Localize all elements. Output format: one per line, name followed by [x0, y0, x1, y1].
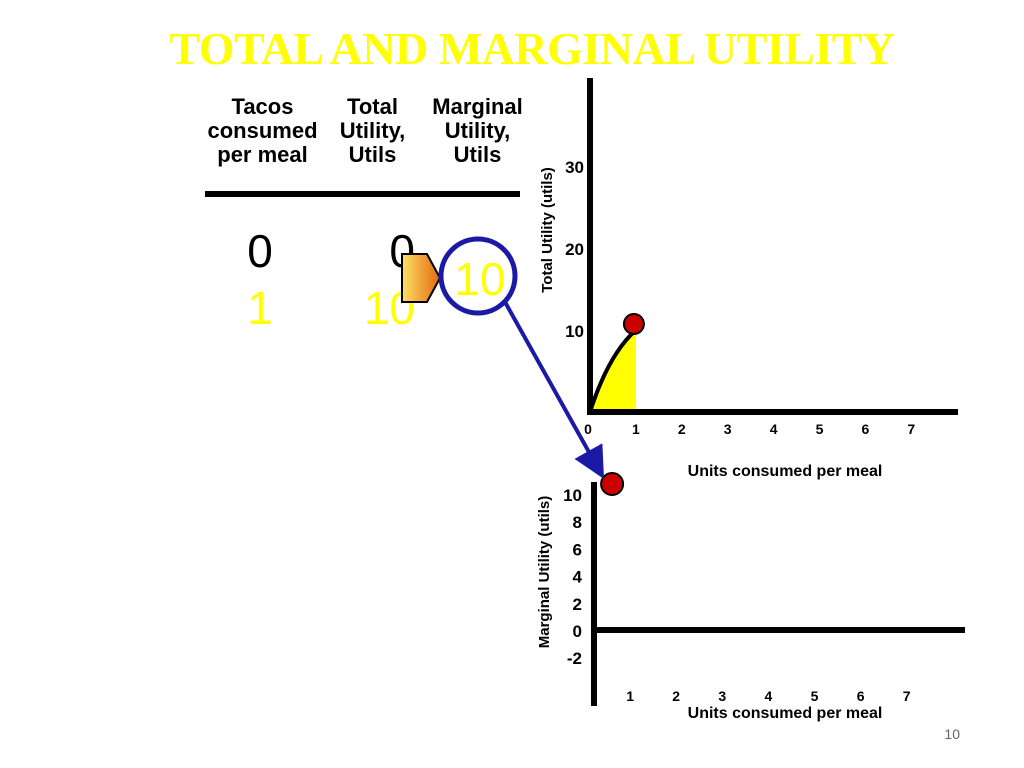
total-utility-area [590, 330, 636, 412]
tu-x-tick-label: 7 [907, 421, 915, 437]
mu-y-tick-label: 8 [573, 513, 582, 532]
mu-x-tick-label: 7 [903, 688, 911, 704]
mu-x-tick-label: 2 [672, 688, 680, 704]
connector-arrow [503, 301, 605, 479]
tu-x-tick-label: 4 [770, 421, 778, 437]
mu-x-tick-label: 3 [718, 688, 726, 704]
tu-x-tick-label: 0 [584, 421, 592, 437]
cell-marginal-row1: 10 [454, 253, 506, 305]
mu-x-tick-label: 1 [626, 688, 634, 704]
mu-y-tick-label: -2 [567, 649, 582, 668]
mu-y-tick-label: 6 [573, 540, 582, 559]
mu-x-tick-label: 6 [857, 688, 865, 704]
tu-y-tick-label: 30 [565, 158, 584, 177]
tu-x-tick-label: 2 [678, 421, 686, 437]
header-tacos: Tacos consumed per meal [207, 94, 318, 167]
mu-x-tick-label: 4 [765, 688, 773, 704]
cell-tacos-row1: 1 [247, 282, 273, 334]
header-total-utility: Total Utility, Utils [339, 94, 406, 167]
mu-y-axis-label: Marginal Utility (utils) [536, 496, 553, 649]
total-utility-curve [588, 328, 638, 413]
header-rule [205, 191, 520, 197]
page-number: 10 [944, 726, 960, 742]
mu-y-tick-label: 2 [573, 595, 582, 614]
mu-y-tick-label: 10 [563, 486, 582, 505]
tu-y-tick-label: 10 [565, 322, 584, 341]
mu-y-tick-label: 4 [573, 568, 583, 587]
tu-x-tick-label: 6 [862, 421, 870, 437]
mu-y-tick-label: 0 [573, 622, 582, 641]
pentagon-arrow-icon [401, 253, 442, 303]
tu-x-tick-label: 5 [816, 421, 824, 437]
cell-tacos-row0: 0 [247, 225, 273, 277]
mu-x-tick-label: 5 [811, 688, 819, 704]
mu-x-axis-label: Units consumed per meal [688, 705, 883, 722]
tu-y-axis-label: Total Utility (utils) [539, 167, 556, 293]
tu-x-tick-label: 1 [632, 421, 640, 437]
slide-title: TOTAL AND MARGINAL UTILITY [169, 23, 895, 74]
tu-y-tick-label: 20 [565, 240, 584, 259]
tu-x-axis-label: Units consumed per meal [688, 463, 883, 480]
tu-x-tick-label: 3 [724, 421, 732, 437]
marginal-utility-point [600, 472, 625, 496]
highlight-circle [438, 236, 518, 316]
header-marginal-utility: Marginal Utility, Utils [432, 94, 523, 167]
total-utility-point [622, 313, 645, 335]
